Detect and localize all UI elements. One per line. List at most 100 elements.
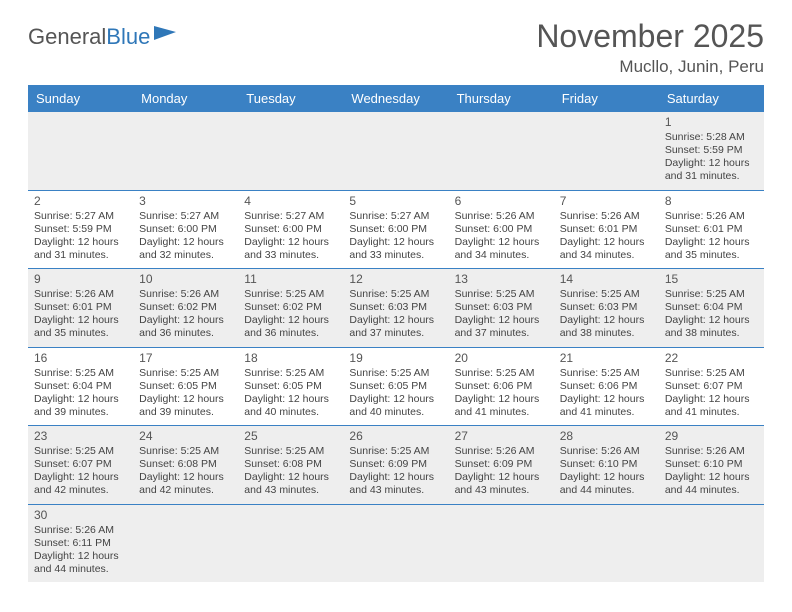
day-number: 19	[349, 351, 442, 366]
calendar-row: 16Sunrise: 5:25 AMSunset: 6:04 PMDayligh…	[28, 347, 764, 426]
page-subtitle: Mucllo, Junin, Peru	[536, 57, 764, 77]
daylight-line: Daylight: 12 hours and 36 minutes.	[139, 314, 232, 340]
calendar-cell-empty	[449, 504, 554, 582]
calendar-cell-empty	[449, 112, 554, 190]
sunset-line: Sunset: 6:05 PM	[349, 380, 442, 393]
sunrise-line: Sunrise: 5:26 AM	[34, 288, 127, 301]
day-number: 8	[665, 194, 758, 209]
sunrise-line: Sunrise: 5:28 AM	[665, 131, 758, 144]
day-number: 17	[139, 351, 232, 366]
sunset-line: Sunset: 6:05 PM	[139, 380, 232, 393]
sunrise-line: Sunrise: 5:25 AM	[34, 445, 127, 458]
column-header: Sunday	[28, 85, 133, 112]
calendar-cell: 1Sunrise: 5:28 AMSunset: 5:59 PMDaylight…	[659, 112, 764, 190]
day-number: 30	[34, 508, 127, 523]
title-block: November 2025 Mucllo, Junin, Peru	[536, 18, 764, 77]
daylight-line: Daylight: 12 hours and 33 minutes.	[244, 236, 337, 262]
sunrise-line: Sunrise: 5:26 AM	[139, 288, 232, 301]
day-number: 24	[139, 429, 232, 444]
calendar-cell-empty	[554, 504, 659, 582]
daylight-line: Daylight: 12 hours and 35 minutes.	[34, 314, 127, 340]
calendar-cell: 2Sunrise: 5:27 AMSunset: 5:59 PMDaylight…	[28, 190, 133, 269]
calendar-cell: 18Sunrise: 5:25 AMSunset: 6:05 PMDayligh…	[238, 347, 343, 426]
sunset-line: Sunset: 6:07 PM	[665, 380, 758, 393]
header: GeneralBlue November 2025 Mucllo, Junin,…	[28, 18, 764, 77]
sunrise-line: Sunrise: 5:25 AM	[244, 445, 337, 458]
day-number: 26	[349, 429, 442, 444]
calendar-cell: 21Sunrise: 5:25 AMSunset: 6:06 PMDayligh…	[554, 347, 659, 426]
sunrise-line: Sunrise: 5:25 AM	[349, 445, 442, 458]
daylight-line: Daylight: 12 hours and 43 minutes.	[349, 471, 442, 497]
calendar-cell-empty	[659, 504, 764, 582]
calendar-cell: 4Sunrise: 5:27 AMSunset: 6:00 PMDaylight…	[238, 190, 343, 269]
day-number: 25	[244, 429, 337, 444]
calendar-cell: 7Sunrise: 5:26 AMSunset: 6:01 PMDaylight…	[554, 190, 659, 269]
sunrise-line: Sunrise: 5:26 AM	[455, 445, 548, 458]
sunrise-line: Sunrise: 5:26 AM	[455, 210, 548, 223]
sunset-line: Sunset: 6:01 PM	[665, 223, 758, 236]
sunset-line: Sunset: 6:02 PM	[139, 301, 232, 314]
daylight-line: Daylight: 12 hours and 33 minutes.	[349, 236, 442, 262]
sunset-line: Sunset: 6:04 PM	[665, 301, 758, 314]
calendar-cell: 17Sunrise: 5:25 AMSunset: 6:05 PMDayligh…	[133, 347, 238, 426]
sunrise-line: Sunrise: 5:25 AM	[34, 367, 127, 380]
sunset-line: Sunset: 6:01 PM	[560, 223, 653, 236]
daylight-line: Daylight: 12 hours and 34 minutes.	[560, 236, 653, 262]
sunrise-line: Sunrise: 5:27 AM	[34, 210, 127, 223]
sunset-line: Sunset: 6:03 PM	[455, 301, 548, 314]
sunrise-line: Sunrise: 5:25 AM	[139, 445, 232, 458]
day-number: 29	[665, 429, 758, 444]
sunrise-line: Sunrise: 5:26 AM	[560, 210, 653, 223]
sunrise-line: Sunrise: 5:25 AM	[560, 288, 653, 301]
day-number: 6	[455, 194, 548, 209]
calendar-cell: 12Sunrise: 5:25 AMSunset: 6:03 PMDayligh…	[343, 269, 448, 348]
sunrise-line: Sunrise: 5:25 AM	[139, 367, 232, 380]
day-number: 7	[560, 194, 653, 209]
day-number: 9	[34, 272, 127, 287]
daylight-line: Daylight: 12 hours and 31 minutes.	[665, 157, 758, 183]
column-header: Friday	[554, 85, 659, 112]
day-number: 14	[560, 272, 653, 287]
sunset-line: Sunset: 6:08 PM	[139, 458, 232, 471]
calendar-cell: 13Sunrise: 5:25 AMSunset: 6:03 PMDayligh…	[449, 269, 554, 348]
calendar-cell: 6Sunrise: 5:26 AMSunset: 6:00 PMDaylight…	[449, 190, 554, 269]
sunset-line: Sunset: 6:04 PM	[34, 380, 127, 393]
calendar-page: GeneralBlue November 2025 Mucllo, Junin,…	[0, 0, 792, 592]
daylight-line: Daylight: 12 hours and 41 minutes.	[560, 393, 653, 419]
sunset-line: Sunset: 6:08 PM	[244, 458, 337, 471]
sunrise-line: Sunrise: 5:25 AM	[560, 367, 653, 380]
day-number: 20	[455, 351, 548, 366]
sunset-line: Sunset: 6:10 PM	[560, 458, 653, 471]
sunset-line: Sunset: 6:06 PM	[455, 380, 548, 393]
daylight-line: Daylight: 12 hours and 31 minutes.	[34, 236, 127, 262]
calendar-cell: 5Sunrise: 5:27 AMSunset: 6:00 PMDaylight…	[343, 190, 448, 269]
calendar-row: 9Sunrise: 5:26 AMSunset: 6:01 PMDaylight…	[28, 269, 764, 348]
sunrise-line: Sunrise: 5:27 AM	[244, 210, 337, 223]
daylight-line: Daylight: 12 hours and 37 minutes.	[455, 314, 548, 340]
sunrise-line: Sunrise: 5:25 AM	[455, 367, 548, 380]
calendar-cell: 20Sunrise: 5:25 AMSunset: 6:06 PMDayligh…	[449, 347, 554, 426]
sunrise-line: Sunrise: 5:27 AM	[139, 210, 232, 223]
column-header: Tuesday	[238, 85, 343, 112]
sunset-line: Sunset: 6:05 PM	[244, 380, 337, 393]
calendar-cell: 11Sunrise: 5:25 AMSunset: 6:02 PMDayligh…	[238, 269, 343, 348]
sunrise-line: Sunrise: 5:27 AM	[349, 210, 442, 223]
day-number: 16	[34, 351, 127, 366]
calendar-cell: 23Sunrise: 5:25 AMSunset: 6:07 PMDayligh…	[28, 426, 133, 505]
sunrise-line: Sunrise: 5:25 AM	[665, 288, 758, 301]
daylight-line: Daylight: 12 hours and 44 minutes.	[665, 471, 758, 497]
sunset-line: Sunset: 6:09 PM	[455, 458, 548, 471]
calendar-cell-empty	[343, 112, 448, 190]
sunset-line: Sunset: 6:02 PM	[244, 301, 337, 314]
calendar-cell-empty	[238, 504, 343, 582]
calendar-body: 1Sunrise: 5:28 AMSunset: 5:59 PMDaylight…	[28, 112, 764, 582]
sunset-line: Sunset: 5:59 PM	[34, 223, 127, 236]
sunset-line: Sunset: 6:00 PM	[139, 223, 232, 236]
sunset-line: Sunset: 6:00 PM	[244, 223, 337, 236]
day-number: 21	[560, 351, 653, 366]
daylight-line: Daylight: 12 hours and 44 minutes.	[560, 471, 653, 497]
day-number: 1	[665, 115, 758, 130]
calendar-header-row: SundayMondayTuesdayWednesdayThursdayFrid…	[28, 85, 764, 112]
sunset-line: Sunset: 6:11 PM	[34, 537, 127, 550]
day-number: 2	[34, 194, 127, 209]
